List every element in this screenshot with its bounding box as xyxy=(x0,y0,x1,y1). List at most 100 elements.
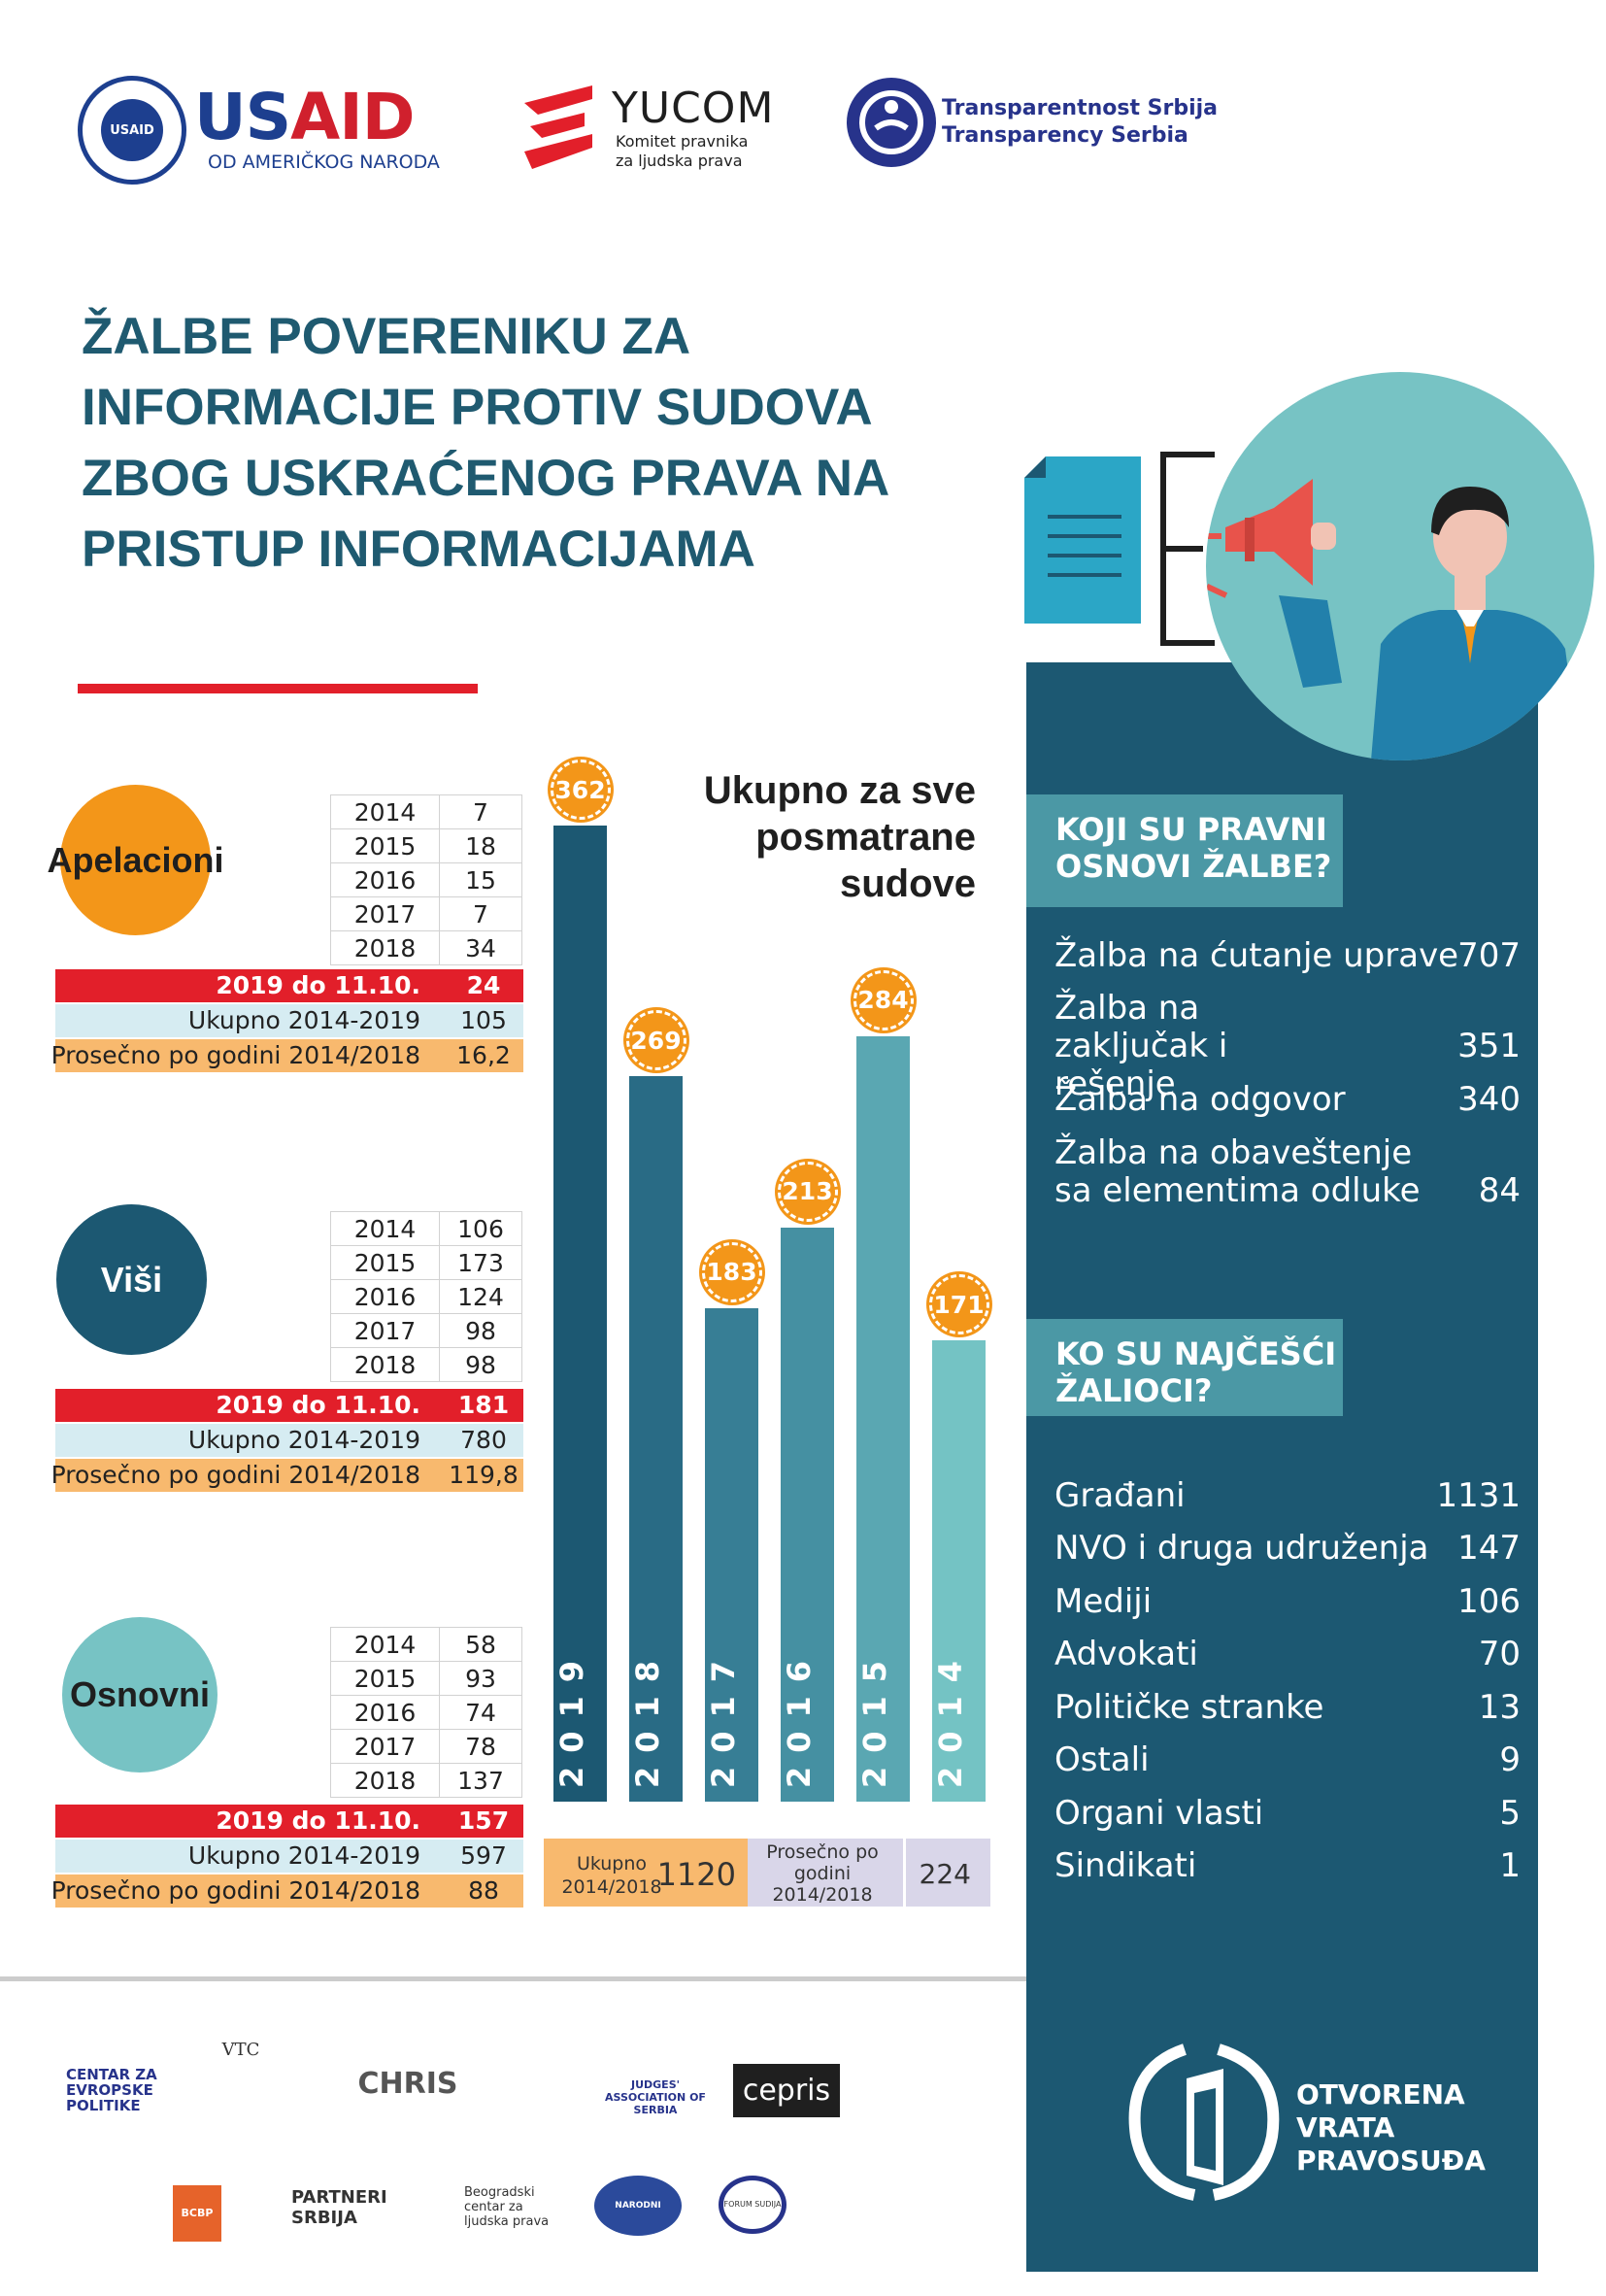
list-item-value: 106 xyxy=(1457,1582,1521,1621)
total-row: Ukupno 2014-2019 597 xyxy=(55,1840,523,1873)
current-year-value: 157 xyxy=(457,1806,510,1835)
current-year-row: 2019 do 11.10. 181 xyxy=(55,1389,523,1422)
total-label: Ukupno 2014-2019 xyxy=(187,1006,420,1034)
table-cell-year: 2018 xyxy=(330,1763,440,1798)
bar-category-label: 2017 xyxy=(705,1646,742,1788)
list-item-label: Žalba na odgovor xyxy=(1054,1080,1346,1119)
court-name: Osnovni xyxy=(69,1674,211,1714)
bar-2015: 2015 xyxy=(856,1035,910,1802)
average-label: Prosečno po godini 2014/2018 xyxy=(50,1876,420,1905)
current-year-label: 2019 do 11.10. xyxy=(216,1391,420,1419)
list-item: Žalba na odgovor 340 xyxy=(1054,1081,1521,1119)
bar-value-label: 362 xyxy=(550,760,611,820)
list-item: Žalba na obaveštenje sa elementima odluk… xyxy=(1054,1134,1521,1210)
complainants-list: Građani 1131 NVO i druga udruženja 147 Med… xyxy=(1054,1477,1521,1885)
chart-total-label: Ukupno 2014/2018 xyxy=(561,1853,662,1898)
list-item: Sindikati 1 xyxy=(1054,1847,1521,1885)
program-logo-text: OTVORENA VRATA PRAVOSUĐA xyxy=(1296,2078,1486,2177)
list-item-value: 9 xyxy=(1499,1740,1521,1779)
list-item-value: 351 xyxy=(1457,1027,1521,1065)
list-item-value: 1 xyxy=(1499,1846,1521,1885)
bar-2019: 2019 xyxy=(553,826,607,1802)
current-year-value: 24 xyxy=(466,971,501,999)
list-item: Političke stranke 13 xyxy=(1054,1689,1521,1727)
list-item-value: 84 xyxy=(1478,1171,1521,1210)
right-info-panel xyxy=(1026,662,1538,2272)
court-name: Viši xyxy=(100,1259,163,1300)
table-row: 2014 106 xyxy=(330,1211,522,1246)
list-item: Mediji 106 xyxy=(1054,1583,1521,1621)
table-cell-value: 58 xyxy=(439,1627,522,1662)
list-item-label: Žalba na ćutanje uprave xyxy=(1054,936,1459,975)
table-cell-value: 173 xyxy=(439,1245,522,1280)
chart-average-box: Prosečno po godini 2014/2018 224 xyxy=(748,1839,990,1907)
list-item: Organi vlasti 5 xyxy=(1054,1795,1521,1833)
average-value: 16,2 xyxy=(456,1041,511,1069)
table-cell-year: 2017 xyxy=(330,1313,440,1348)
bar-category-label: 2016 xyxy=(781,1646,818,1788)
table-row: 2016 15 xyxy=(330,862,522,897)
total-value: 105 xyxy=(460,1006,507,1034)
table-row: 2018 98 xyxy=(330,1347,522,1382)
table-row: 2018 34 xyxy=(330,930,522,965)
document-icon xyxy=(1024,456,1141,624)
title-underline xyxy=(78,684,478,693)
average-row: Prosečno po godini 2014/2018 119,8 xyxy=(51,1459,523,1492)
partner-logo-judges: JUDGES' ASSOCIATION OF SERBIA xyxy=(605,2078,706,2116)
list-item-value-row: 351 xyxy=(1054,1028,1521,1065)
partner-logos: CENTAR ZA EVROPSKE POLITIKE VTC CHRIS JU… xyxy=(0,1981,1026,2272)
usaid-seal-logo: USAID xyxy=(78,76,186,185)
table-cell-year: 2015 xyxy=(330,1661,440,1696)
current-year-value: 181 xyxy=(457,1391,510,1419)
table-cell-year: 2016 xyxy=(330,1695,440,1730)
list-item-label: Organi vlasti xyxy=(1054,1794,1264,1833)
megaphone-man-illustration xyxy=(1206,372,1594,760)
bar-2014: 2014 xyxy=(932,1340,986,1802)
bar-value-label: 213 xyxy=(777,1161,838,1222)
average-row: Prosečno po godini 2014/2018 16,2 xyxy=(51,1039,523,1072)
average-value: 119,8 xyxy=(449,1461,519,1489)
court-apelacioni-badge: Apelacioni xyxy=(47,785,224,935)
table-row: 2018 137 xyxy=(330,1763,522,1798)
bar-category-label: 2019 xyxy=(553,1646,590,1788)
partner-logo-narodni-parlament: NARODNI PARLAMENT xyxy=(594,2176,682,2271)
current-year-label: 2019 do 11.10. xyxy=(216,1806,420,1835)
yucom-logo-text: YUCOM xyxy=(612,84,775,133)
table-cell-value: 7 xyxy=(439,794,522,829)
partner-logo-bcbp: BCBP xyxy=(173,2185,221,2242)
table-cell-value: 98 xyxy=(439,1313,522,1348)
open-door-logo-icon xyxy=(1128,2043,1280,2201)
average-row: Prosečno po godini 2014/2018 88 xyxy=(51,1874,523,1908)
table-cell-year: 2017 xyxy=(330,1729,440,1764)
average-label: Prosečno po godini 2014/2018 xyxy=(50,1461,420,1489)
bar-2016: 2016 xyxy=(781,1227,834,1802)
court-name: Apelacioni xyxy=(47,839,224,880)
chart-total-value: 1120 xyxy=(656,1856,736,1893)
complainants-heading: KO SU NAJČEŠĆI ŽALIOCI? xyxy=(1026,1319,1343,1416)
letter-e-icon xyxy=(1160,452,1215,646)
table-cell-year: 2015 xyxy=(330,828,440,863)
bar-category-label: 2015 xyxy=(856,1646,893,1788)
table-cell-value: 15 xyxy=(439,862,522,897)
total-label: Ukupno 2014-2019 xyxy=(187,1841,420,1870)
current-year-label: 2019 do 11.10. xyxy=(216,971,420,999)
table-cell-value: 34 xyxy=(439,930,522,965)
chart-title: Ukupno za sve posmatrane sudove xyxy=(703,769,976,905)
partner-logo-cepris: cepris xyxy=(733,2064,840,2117)
list-item-label: Mediji xyxy=(1054,1582,1153,1621)
list-item-value: 13 xyxy=(1478,1688,1521,1727)
partner-logo-chris: CHRIS xyxy=(357,2067,458,2101)
court-osnovni-year-table: 2014 58 2015 93 2016 74 2017 78 2018 137 xyxy=(330,1627,522,1798)
total-row: Ukupno 2014-2019 780 xyxy=(55,1424,523,1457)
list-item-value: 707 xyxy=(1457,936,1521,975)
usaid-name-us: US xyxy=(194,80,291,154)
table-cell-year: 2017 xyxy=(330,896,440,931)
divider xyxy=(903,1839,906,1907)
list-item-value: 70 xyxy=(1478,1635,1521,1673)
table-cell-year: 2016 xyxy=(330,1279,440,1314)
yucom-logo-mark xyxy=(524,85,592,169)
total-value: 780 xyxy=(460,1426,507,1454)
bar-chart: 2019 362 2018 269 2017 183 2016 213 2015 284 2014 1… xyxy=(544,719,1000,1802)
usaid-name-aid: AID xyxy=(290,80,415,154)
list-item: Ostali 9 xyxy=(1054,1741,1521,1779)
